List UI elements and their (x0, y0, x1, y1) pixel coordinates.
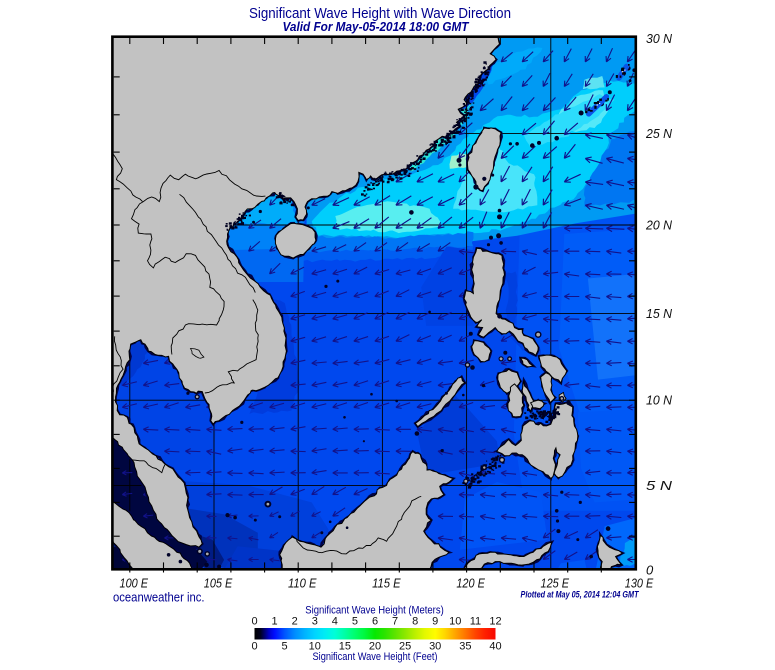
svg-text:0: 0 (251, 616, 257, 628)
svg-text:5: 5 (282, 641, 288, 653)
svg-text:10: 10 (449, 616, 461, 628)
svg-text:5 N: 5 N (646, 478, 673, 493)
svg-text:3: 3 (312, 616, 318, 628)
svg-text:15 N: 15 N (646, 306, 673, 321)
svg-text:20 N: 20 N (645, 218, 673, 233)
svg-text:30 N: 30 N (646, 31, 673, 46)
svg-text:Significant Wave Height (Meter: Significant Wave Height (Meters) (305, 605, 444, 617)
svg-text:12: 12 (489, 616, 501, 628)
svg-text:115 E: 115 E (372, 576, 401, 591)
svg-text:11: 11 (470, 616, 481, 628)
svg-text:40: 40 (489, 641, 501, 653)
svg-text:0: 0 (646, 563, 654, 578)
svg-text:25 N: 25 N (645, 126, 673, 141)
svg-text:120 E: 120 E (456, 576, 485, 591)
svg-text:oceanweather inc.: oceanweather inc. (113, 590, 205, 605)
svg-text:30: 30 (429, 641, 441, 653)
svg-text:20: 20 (369, 641, 381, 653)
svg-text:5: 5 (352, 616, 358, 628)
svg-text:6: 6 (372, 616, 378, 628)
svg-text:Significant Wave Height (Feet): Significant Wave Height (Feet) (313, 651, 438, 663)
svg-text:10 N: 10 N (646, 393, 673, 408)
svg-text:25: 25 (399, 641, 411, 653)
svg-text:125 E: 125 E (541, 576, 570, 591)
svg-text:Plotted at May 05, 2014 12:04: Plotted at May 05, 2014 12:04 GMT (521, 590, 640, 601)
svg-text:100 E: 100 E (120, 576, 149, 591)
svg-text:0: 0 (251, 641, 257, 653)
svg-text:105 E: 105 E (204, 576, 233, 591)
svg-text:15: 15 (339, 641, 351, 653)
svg-text:8: 8 (412, 616, 418, 628)
svg-text:9: 9 (432, 616, 438, 628)
svg-text:1: 1 (272, 616, 278, 628)
svg-text:130 E: 130 E (625, 576, 654, 591)
svg-text:4: 4 (332, 616, 338, 628)
svg-text:2: 2 (292, 616, 298, 628)
svg-text:Significant Wave Height with W: Significant Wave Height with Wave Direct… (249, 6, 511, 22)
svg-text:Valid For May-05-2014 18:00 GM: Valid For May-05-2014 18:00 GMT (283, 19, 470, 34)
svg-text:35: 35 (459, 641, 471, 653)
svg-text:10: 10 (309, 641, 321, 653)
svg-text:110 E: 110 E (288, 576, 317, 591)
svg-text:7: 7 (392, 616, 398, 628)
